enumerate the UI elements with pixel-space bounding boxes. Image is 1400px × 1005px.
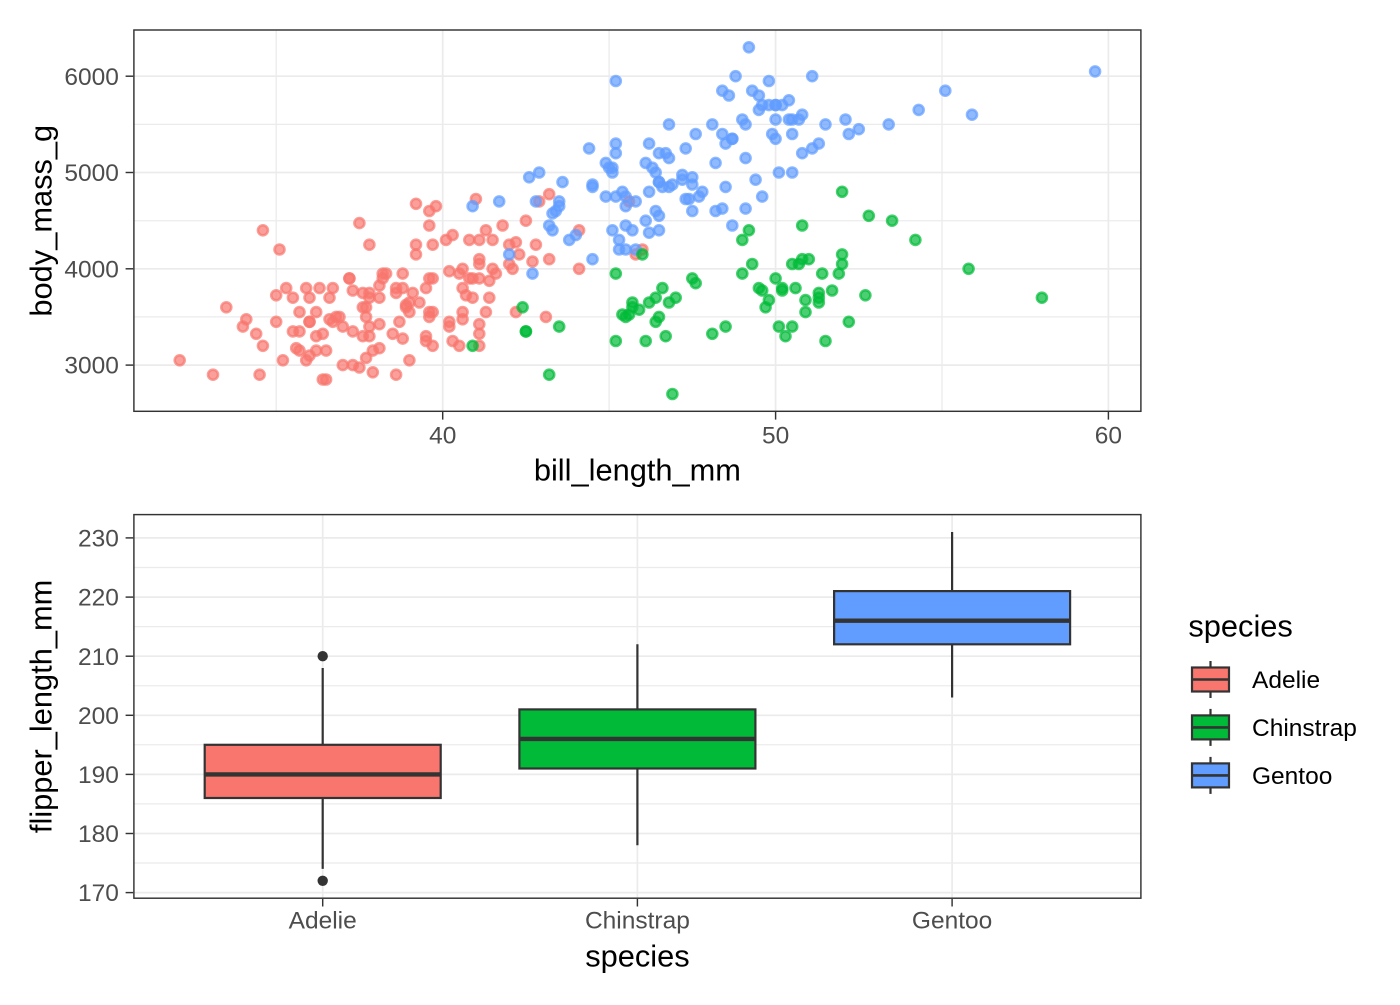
svg-text:Gentoo: Gentoo [912, 908, 992, 935]
svg-text:Chinstrap: Chinstrap [1252, 715, 1357, 742]
svg-text:200: 200 [78, 703, 119, 730]
svg-text:6000: 6000 [64, 64, 119, 91]
svg-text:5000: 5000 [64, 160, 119, 187]
svg-text:220: 220 [78, 585, 119, 612]
svg-text:species: species [585, 939, 689, 974]
svg-text:180: 180 [78, 821, 119, 848]
svg-text:50: 50 [762, 422, 789, 449]
svg-text:230: 230 [78, 526, 119, 553]
svg-text:species: species [1188, 608, 1292, 643]
svg-text:170: 170 [78, 880, 119, 907]
svg-text:body_mass_g: body_mass_g [24, 125, 59, 317]
svg-text:bill_length_mm: bill_length_mm [534, 452, 741, 487]
svg-text:190: 190 [78, 762, 119, 789]
svg-text:Gentoo: Gentoo [1252, 763, 1332, 790]
svg-text:210: 210 [78, 644, 119, 671]
svg-text:4000: 4000 [64, 256, 119, 283]
svg-text:Chinstrap: Chinstrap [585, 908, 690, 935]
svg-text:3000: 3000 [64, 353, 119, 380]
svg-text:flipper_length_mm: flipper_length_mm [24, 580, 59, 833]
svg-text:40: 40 [429, 422, 456, 449]
svg-text:60: 60 [1095, 422, 1122, 449]
svg-text:Adelie: Adelie [1252, 667, 1320, 694]
svg-text:Adelie: Adelie [289, 908, 357, 935]
